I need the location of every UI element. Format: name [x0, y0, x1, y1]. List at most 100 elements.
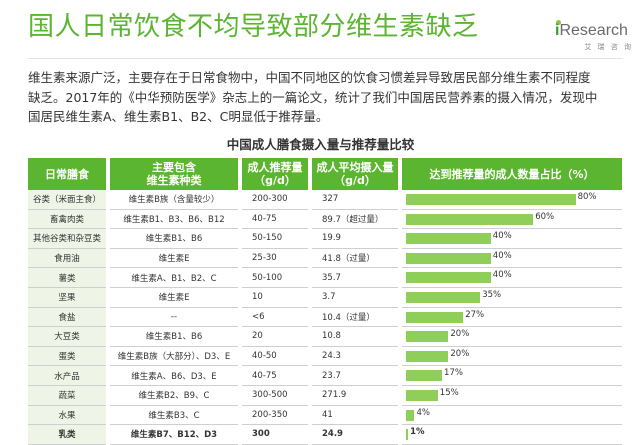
cell-gap [238, 405, 242, 426]
logo-dot-icon [556, 20, 561, 25]
page-title: 国人日常饮食不均导致部分维生素缺乏 [28, 12, 479, 42]
cell-gap [106, 229, 110, 249]
cell-gap [398, 209, 402, 230]
cell-gap [106, 268, 110, 288]
cell-recommended: 40-75 [242, 209, 308, 230]
cell-gap [308, 327, 312, 347]
cell-gap [398, 268, 402, 288]
table-row: 其他谷类和杂豆类 维生素B1、B6 50-150 19.9 40% [28, 229, 622, 249]
cell-percentage-bar: 35% [402, 287, 622, 308]
table-row: 蛋类 维生素B族（大部分）、D3、E 40-50 24.3 20% [28, 346, 622, 367]
percentage-label: 60% [535, 211, 555, 222]
logo-research: Research [559, 22, 628, 39]
cell-gap [238, 268, 242, 288]
cell-recommended: <6 [242, 307, 308, 328]
header-vitamins-line2: 维生素种类 [146, 174, 202, 187]
intake-table: 日常膳食 主要包含 维生素种类 成人推荐量 （g/d） 成人平均摄入量 （g/d） 达… [28, 158, 622, 445]
percentage-bar [406, 194, 576, 205]
table-row: 食盐 -- <6 10.4（过量） 27% [28, 307, 622, 328]
cell-vitamins: 维生素B1、B3、B6、B12 [110, 209, 238, 230]
cell-food: 食用油 [28, 248, 106, 269]
cell-gap [106, 405, 110, 426]
table-row: 水果 维生素B3、C 200-350 41 4% [28, 405, 622, 426]
cell-gap [308, 209, 312, 230]
percentage-bar [406, 370, 443, 382]
cell-average: 89.7（超过量） [312, 209, 398, 230]
header-gap [238, 158, 242, 190]
cell-gap [106, 307, 110, 328]
cell-recommended: 40-50 [242, 346, 308, 367]
header-percentage: 达到推荐量的成人数量占比（%） [402, 158, 622, 190]
cell-percentage-bar: 80% [402, 190, 622, 210]
percentage-label: 20% [450, 329, 470, 340]
cell-vitamins: -- [110, 307, 238, 328]
cell-gap [398, 425, 402, 445]
cell-percentage-bar: 60% [402, 209, 622, 230]
table-row: 薯类 维生素A、B1、B2、C 50-100 35.7 40% [28, 268, 622, 288]
cell-vitamins: 维生素E [110, 248, 238, 269]
intro-paragraph: 维生素来源广泛，主要存在于日常食物中，中国不同地区的饮食习惯差异导致居民部分维生… [28, 68, 614, 127]
percentage-label: 1% [410, 427, 425, 438]
table-row: 水产品 维生素A、B6、D3、E 40-75 23.7 17% [28, 366, 622, 386]
cell-gap [308, 287, 312, 308]
title-divider [28, 58, 623, 59]
cell-percentage-bar: 4% [402, 405, 622, 426]
percentage-bar [406, 331, 449, 343]
cell-vitamins: 维生素B1、B6 [110, 229, 238, 249]
cell-food: 谷类（米面主食） [28, 190, 106, 210]
header-average: 成人平均摄入量 （g/d） [312, 158, 398, 190]
cell-gap [308, 385, 312, 406]
cell-average: 24.3 [312, 346, 398, 367]
cell-vitamins: 维生素A、B6、D3、E [110, 366, 238, 386]
percentage-label: 80% [577, 192, 597, 202]
cell-gap [398, 385, 402, 406]
percentage-bar [406, 213, 534, 225]
cell-gap [106, 209, 110, 230]
cell-food: 畜禽肉类 [28, 209, 106, 230]
cell-gap [238, 385, 242, 406]
cell-average: 41 [312, 405, 398, 426]
chart-title: 中国成人膳食摄入量与推荐量比较 [226, 137, 415, 152]
cell-gap [106, 385, 110, 406]
table-row: 乳类 维生素B7、B12、D3 300 24.9 1% [28, 425, 622, 445]
cell-gap [308, 307, 312, 328]
percentage-label: 35% [482, 289, 502, 300]
cell-food: 坚果 [28, 287, 106, 308]
cell-gap [398, 366, 402, 386]
cell-gap [308, 346, 312, 367]
cell-food: 乳类 [28, 425, 106, 445]
cell-gap [398, 287, 402, 308]
cell-food: 蛋类 [28, 346, 106, 367]
cell-percentage-bar: 20% [402, 327, 622, 347]
header-recommended-line2: （g/d） [254, 174, 296, 187]
cell-vitamins: 维生素B1、B6 [110, 327, 238, 347]
cell-food: 大豆类 [28, 327, 106, 347]
cell-percentage-bar: 27% [402, 307, 622, 328]
header-average-line1: 成人平均摄入量 [316, 161, 394, 174]
logo-subtitle: 艾 瑞 咨 询 [584, 43, 633, 51]
percentage-label: 40% [492, 270, 512, 281]
cell-gap [238, 287, 242, 308]
cell-gap [106, 366, 110, 386]
table-body: 谷类（米面主食） 维生素B族（含量较少） 200-300 327 80% 畜禽肉类 维生素B… [28, 190, 622, 445]
cell-average: 10.4（过量） [312, 307, 398, 328]
header-gap [106, 158, 110, 190]
cell-gap [238, 425, 242, 445]
cell-vitamins: 维生素B2、B9、C [110, 385, 238, 406]
cell-recommended: 25-30 [242, 248, 308, 269]
percentage-bar [406, 233, 491, 245]
cell-gap [106, 327, 110, 347]
cell-percentage-bar: 15% [402, 385, 622, 406]
cell-average: 10.8 [312, 327, 398, 347]
cell-gap [398, 248, 402, 269]
cell-recommended: 10 [242, 287, 308, 308]
cell-food: 薯类 [28, 268, 106, 288]
percentage-bar [406, 291, 481, 303]
cell-gap [106, 248, 110, 269]
percentage-label: 17% [444, 368, 463, 379]
cell-gap [106, 190, 110, 210]
cell-average: 35.7 [312, 268, 398, 288]
intro-line-3: 国居民维生素A、维生素B1、B2、C明显低于推荐量。 [28, 109, 329, 124]
cell-gap [308, 248, 312, 269]
table-row: 谷类（米面主食） 维生素B族（含量较少） 200-300 327 80% [28, 190, 622, 210]
